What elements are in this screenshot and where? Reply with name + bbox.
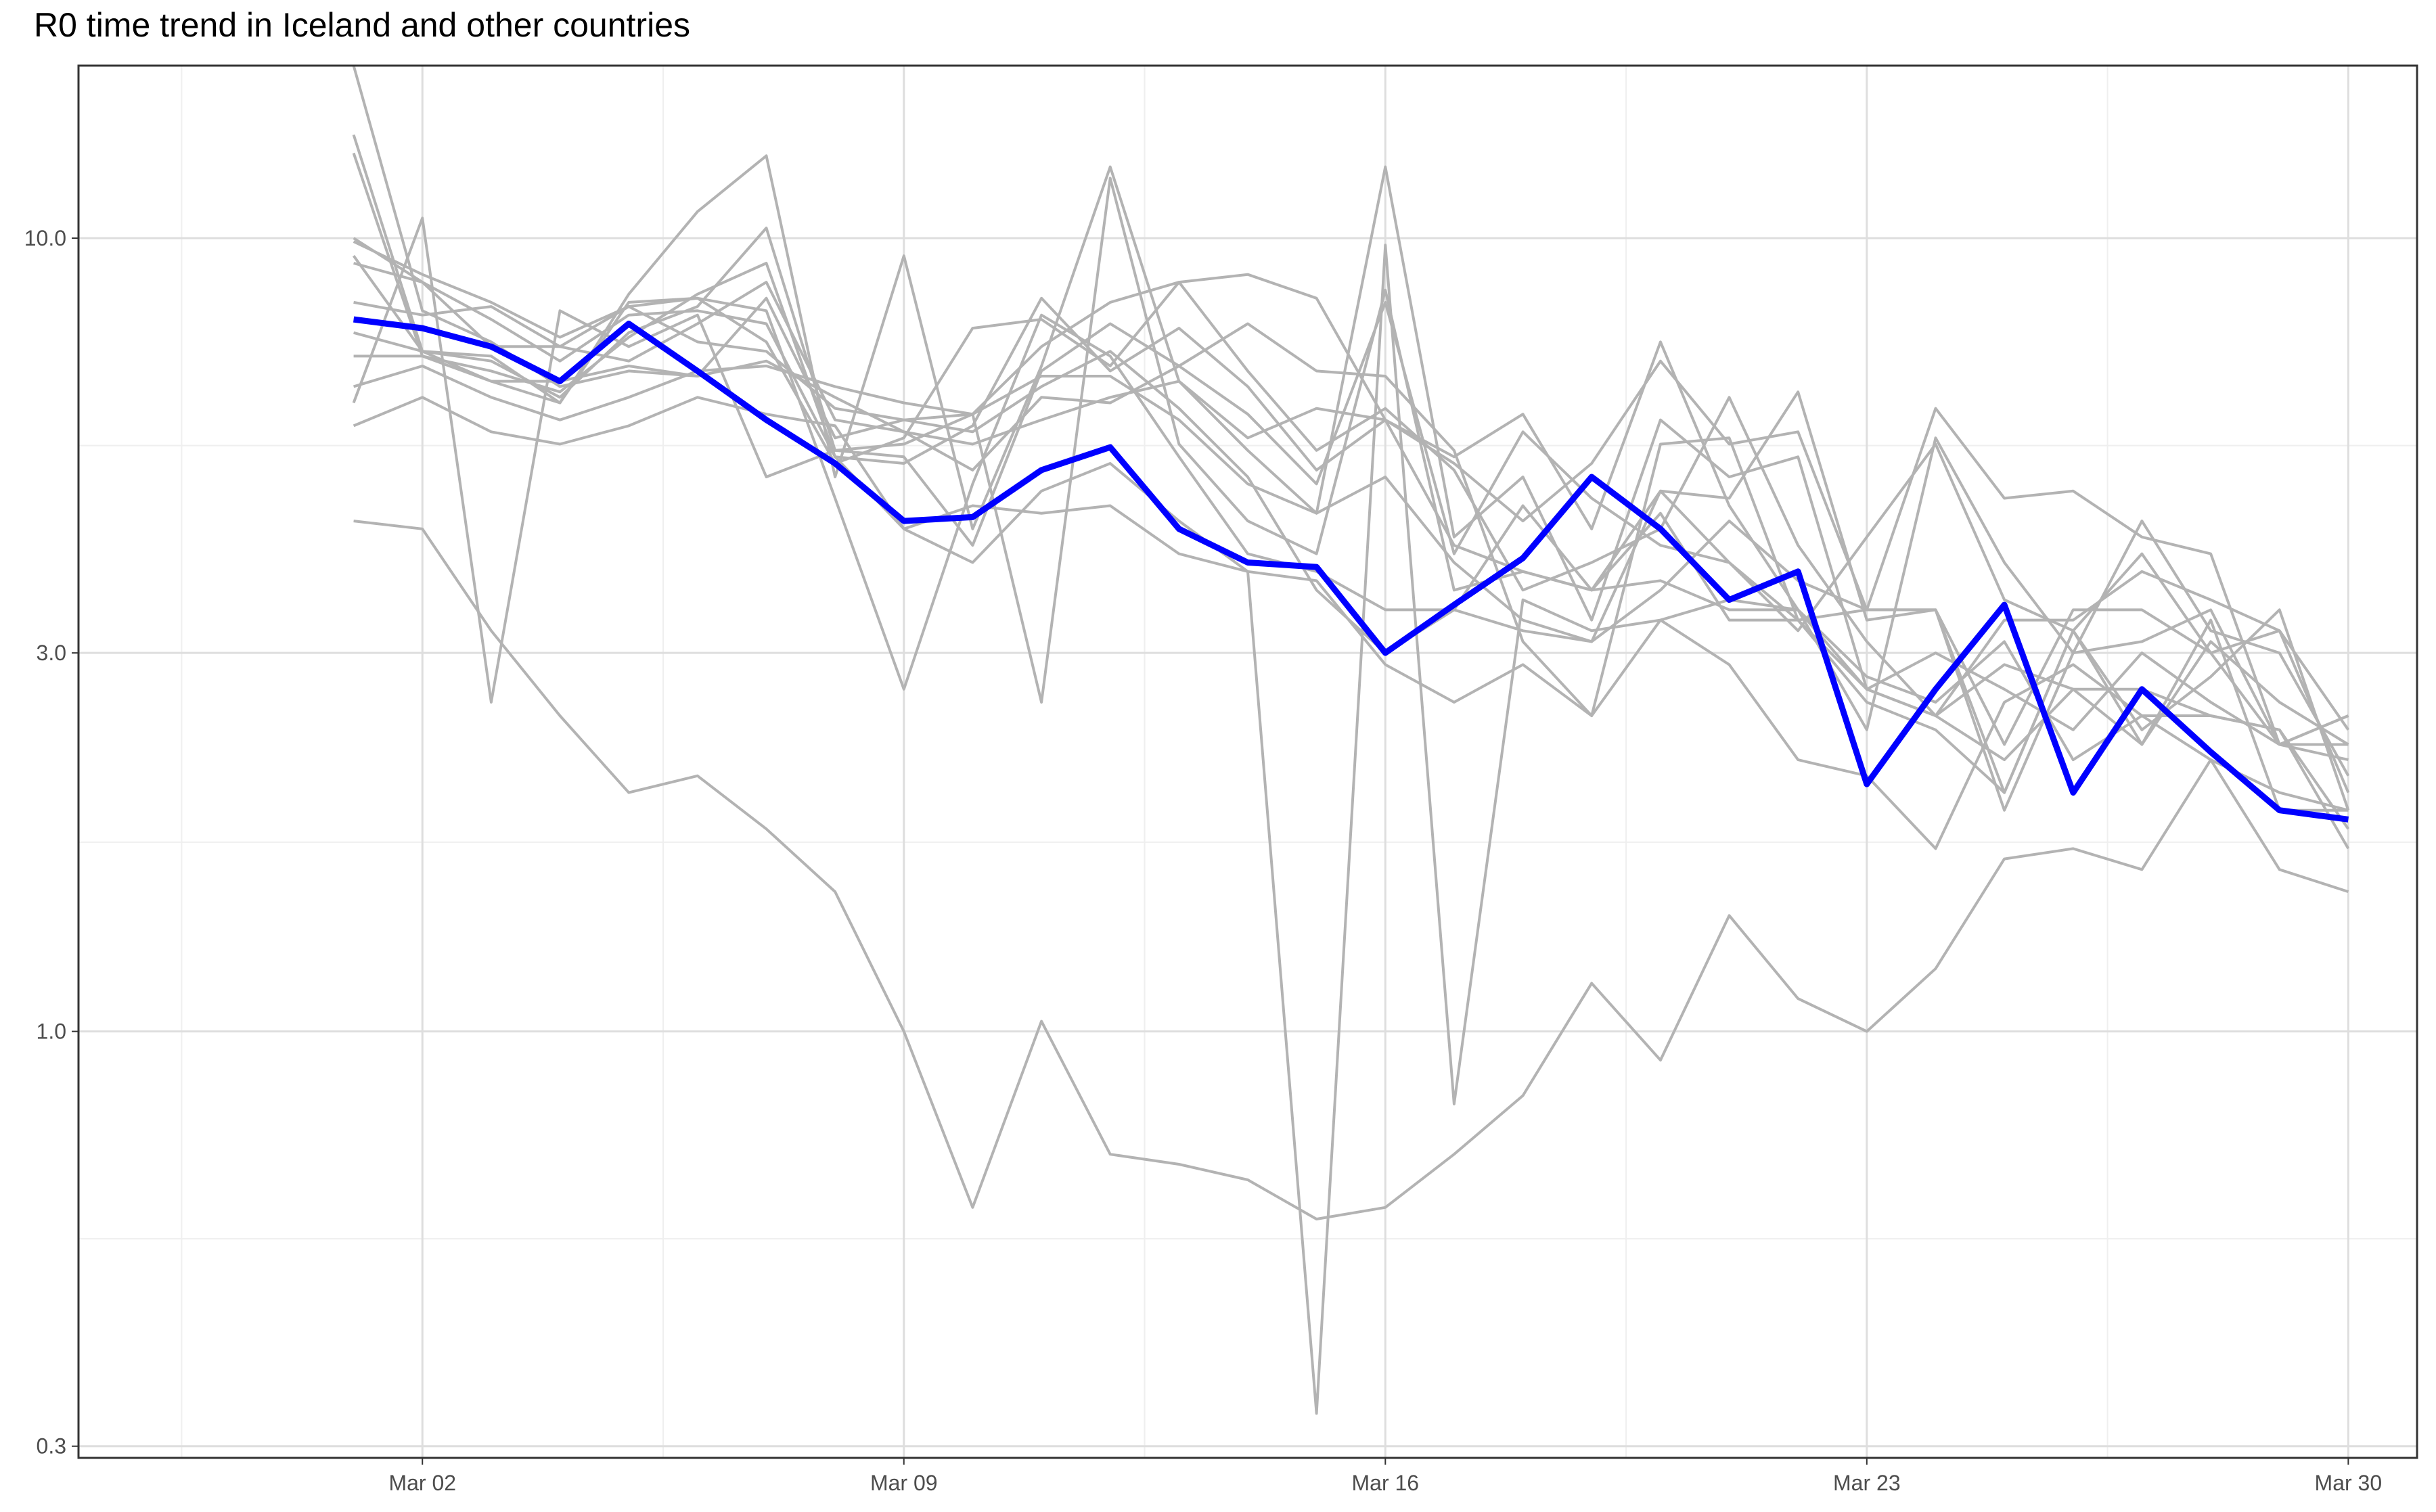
chart-title: R0 time trend in Iceland and other count… [34, 6, 690, 44]
highlight-layer [353, 316, 2349, 823]
x-axis: Mar 02 Mar 09 Mar 16 Mar 23 Mar 30 [388, 1458, 2382, 1495]
series-line-8 [353, 296, 2349, 746]
x-tick-label: Mar 16 [1351, 1471, 1419, 1495]
y-axis: 0.3 1.0 3.0 10.0 [24, 226, 78, 1459]
series-line-highlight [353, 316, 2349, 823]
grid-major [78, 66, 2417, 1458]
series-line-4 [352, 154, 2349, 762]
y-tick-label: 0.3 [37, 1434, 66, 1459]
series-line-14 [353, 240, 2350, 794]
x-tick-label: Mar 23 [1833, 1471, 1901, 1495]
y-tick-label: 10.0 [24, 226, 66, 250]
x-tick-label: Mar 02 [388, 1471, 456, 1495]
series-line-11 [353, 396, 2349, 850]
plot-background [78, 66, 2417, 1458]
series-line-12 [353, 520, 2349, 1220]
x-tick-label: Mar 30 [2315, 1471, 2383, 1495]
series-line-6 [352, 177, 2349, 812]
x-tick-label: Mar 09 [870, 1471, 938, 1495]
series-line-13 [353, 244, 2350, 1415]
series-line-10 [353, 322, 2350, 850]
series-layer [352, 65, 2350, 1415]
y-tick-label: 1.0 [37, 1020, 66, 1044]
plot-border [77, 64, 2418, 1459]
y-tick-label: 3.0 [37, 641, 66, 665]
series-line-2 [352, 152, 2350, 746]
